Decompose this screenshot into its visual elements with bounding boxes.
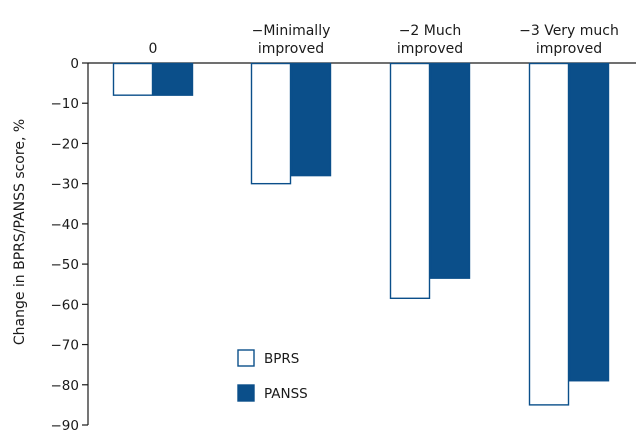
legend-label-panss: PANSS [264,386,308,402]
category-label: −Minimally [252,23,331,39]
y-tick-label: −90 [51,418,80,432]
category-label: 0 [149,41,158,57]
legend-label-bprs: BPRS [264,351,299,367]
y-tick-label: −80 [51,378,80,394]
bar-bprs-0 [112,62,154,96]
bar-bprs-3 [528,62,570,406]
y-tick-label: −20 [51,136,80,152]
y-axis-title: Change in BPRS/PANSS score, % [12,119,28,345]
y-tick-label: −70 [51,338,80,354]
category-label: improved [258,41,324,57]
bar-panss-0 [152,62,194,96]
bar-bprs-2 [389,62,431,300]
bar-panss-3 [568,62,610,382]
legend: BPRS PANSS [237,349,308,402]
axes: 0 −10 −20 −30 −40 −50 −60 −70 −80 −90 [51,56,636,432]
bar-panss-1 [290,62,332,177]
bar-panss-2 [429,62,471,279]
category-label: improved [536,41,602,57]
bar-bprs-1 [250,62,292,185]
category-labels: 0 −Minimally improved −2 Much improved −3 Ver… [149,23,619,57]
y-tick-label: −60 [51,297,80,313]
y-tick-label: −30 [51,177,80,193]
y-tick-label: −50 [51,257,80,273]
y-tick-label: 0 [70,56,79,72]
bars [112,62,610,406]
y-tick-label: −40 [51,217,80,233]
legend-swatch-panss [237,384,255,402]
category-label: improved [397,41,463,57]
y-tick-label: −10 [51,96,80,112]
legend-swatch-bprs [237,349,255,367]
category-label: −2 Much [399,23,462,39]
category-label: −3 Very much [519,23,619,39]
